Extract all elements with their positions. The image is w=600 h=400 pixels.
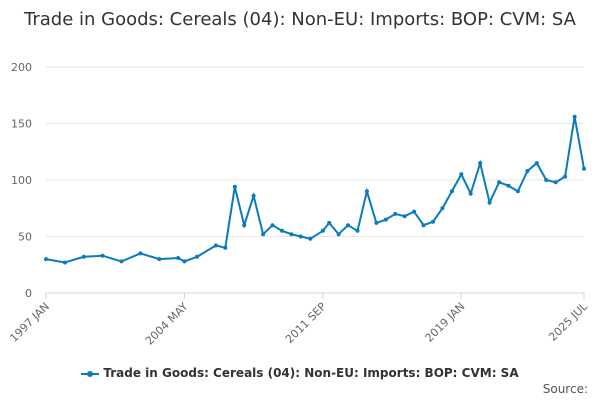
y-tick-label: 200 [11,61,32,74]
data-point[interactable] [232,184,237,189]
data-point[interactable] [119,259,124,264]
data-point[interactable] [289,232,294,237]
series-line [45,116,585,264]
data-point[interactable] [402,214,407,219]
data-point[interactable] [525,169,530,173]
data-point[interactable] [487,200,492,205]
data-point[interactable] [157,257,162,262]
data-point[interactable] [440,206,445,211]
data-point[interactable] [280,228,284,233]
data-point[interactable] [572,114,577,119]
data-point[interactable] [327,220,332,225]
data-point[interactable] [346,223,350,228]
data-point[interactable] [459,172,464,177]
data-point[interactable] [320,228,325,233]
x-tick-label: 2019 JAN [423,300,468,345]
data-point[interactable] [497,180,502,185]
legend-label: Trade in Goods: Cereals (04): Non-EU: Im… [103,366,519,380]
data-point[interactable] [223,245,228,250]
data-point[interactable] [270,223,275,228]
x-tick-label: 1997 JAN [7,300,52,345]
data-point[interactable] [506,183,511,188]
data-point[interactable] [261,232,266,237]
data-point[interactable] [308,236,313,241]
source-label: Source: [542,382,588,396]
x-tick-label: 2011 SEP [283,300,329,346]
x-tick-label: 2025 JUL [546,299,590,343]
y-tick-label: 150 [11,118,32,131]
data-point[interactable] [449,189,454,194]
data-point[interactable] [182,259,187,264]
data-point[interactable] [176,256,181,260]
data-point[interactable] [431,219,435,224]
data-point[interactable] [138,251,143,256]
data-point[interactable] [242,223,247,228]
data-point[interactable] [298,234,303,239]
data-point[interactable] [544,178,549,182]
legend[interactable]: Trade in Goods: Cereals (04): Non-EU: Im… [0,366,600,380]
data-point[interactable] [582,166,586,171]
y-tick-label: 100 [11,174,32,187]
data-point[interactable] [412,209,417,214]
chart-title: Trade in Goods: Cereals (04): Non-EU: Im… [23,9,576,30]
data-point[interactable] [364,189,369,194]
data-point[interactable] [383,217,388,222]
data-point[interactable] [336,232,341,237]
data-point[interactable] [213,243,218,248]
data-point[interactable] [421,223,426,228]
data-point[interactable] [515,189,520,194]
data-point[interactable] [534,161,539,166]
data-point[interactable] [355,228,360,233]
y-tick-label: 50 [18,231,32,244]
data-point[interactable] [478,161,483,166]
data-point[interactable] [374,220,379,225]
data-point[interactable] [563,174,568,179]
data-point[interactable] [81,254,86,259]
y-tick-label: 0 [25,287,32,300]
data-point[interactable] [62,260,67,265]
legend-symbol [81,369,100,379]
data-point[interactable] [468,191,473,196]
data-point[interactable] [393,211,398,216]
data-point[interactable] [251,193,256,198]
data-point[interactable] [553,180,558,185]
data-point[interactable] [195,254,199,259]
data-point[interactable] [100,253,105,258]
x-tick-label: 2004 MAY [143,300,191,348]
data-point[interactable] [44,257,48,262]
